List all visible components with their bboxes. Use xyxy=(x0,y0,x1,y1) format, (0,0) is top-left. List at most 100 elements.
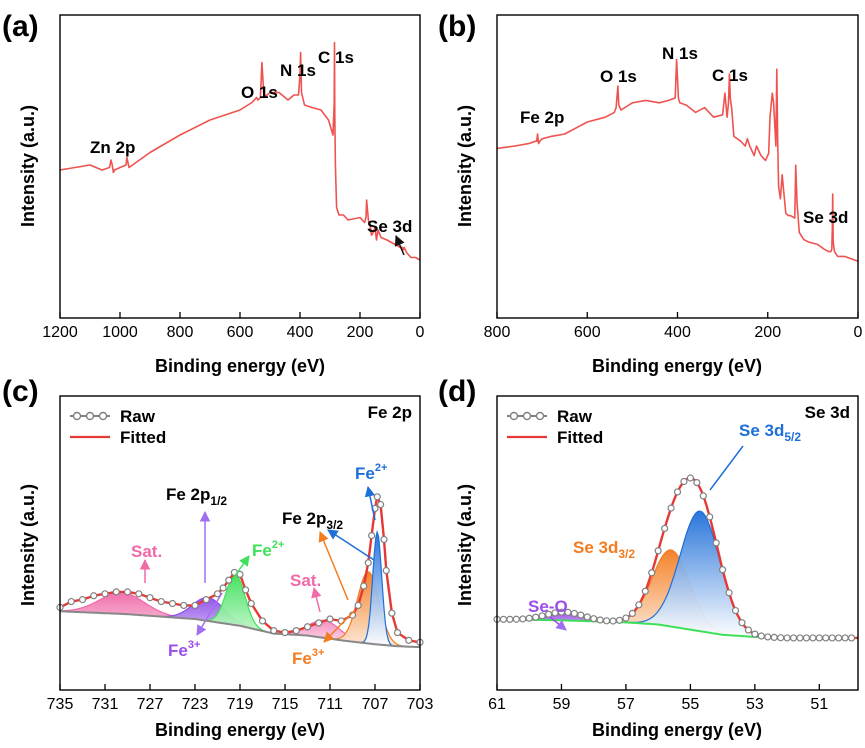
corner-label-fe-2p: Fe 2p xyxy=(368,403,412,422)
raw-data-point-c xyxy=(168,599,177,608)
raw-data-point-d xyxy=(712,539,720,547)
raw-data-point-c xyxy=(213,590,222,598)
x-tick-label-c: 723 xyxy=(182,696,209,713)
x-tick-label-d: 61 xyxy=(488,696,506,713)
raw-data-point-d xyxy=(783,634,791,642)
x-tick-label-a: 1200 xyxy=(42,324,78,341)
legend-raw-marker-d xyxy=(522,411,532,421)
raw-data-point-c xyxy=(123,588,132,596)
raw-data-point-c xyxy=(315,619,323,627)
raw-data-point-d xyxy=(706,513,714,521)
raw-data-point-d xyxy=(544,610,553,618)
raw-data-point-c xyxy=(242,586,250,594)
x-tick-label-b: 600 xyxy=(574,324,601,341)
x-tick-label-a: 800 xyxy=(167,324,194,341)
arrow-sat-right xyxy=(311,586,322,613)
label-fe2plus-right: Fe2+ xyxy=(355,462,387,483)
raw-data-point-d xyxy=(693,478,701,487)
raw-data-point-d xyxy=(570,609,578,618)
raw-data-point-d xyxy=(770,633,778,641)
raw-data-point-d xyxy=(564,608,572,616)
y-axis-label-b: Intensity (a.u.) xyxy=(455,105,475,227)
raw-data-point-c xyxy=(101,590,109,598)
y-axis-label-a: Intensity (a.u.) xyxy=(18,105,38,227)
raw-data-point-c xyxy=(202,596,210,604)
x-tick-label-c: 703 xyxy=(407,696,434,713)
raw-data-point-d xyxy=(764,633,772,641)
label-n-1s-a: N 1s xyxy=(280,61,316,80)
raw-data-point-c xyxy=(303,623,312,631)
x-tick-label-c: 707 xyxy=(362,696,389,713)
label-fe2plus-left: Fe2+ xyxy=(252,539,284,560)
y-axis-label-c: Intensity (a.u.) xyxy=(18,484,38,606)
legend-raw-marker-c xyxy=(98,411,108,421)
raw-data-point-c xyxy=(180,601,188,610)
raw-data-point-d xyxy=(738,619,746,627)
label-se-3d-3-2: Se 3d3/2 xyxy=(573,538,635,561)
plot-frame-b xyxy=(496,14,859,319)
raw-data-point-d xyxy=(796,634,804,642)
x-tick-label-b: 200 xyxy=(754,324,781,341)
x-tick-label-d: 55 xyxy=(681,696,699,713)
label-fe3plus-right: Fe3+ xyxy=(292,647,324,668)
arrow-fe-2p-3-2-blue xyxy=(327,529,375,561)
legend-c: Raw Fitted xyxy=(70,407,166,447)
plot-frame-c xyxy=(59,395,421,691)
spectrum-line-a xyxy=(59,41,421,261)
label-fe-2p-3-2: Fe 2p3/2 xyxy=(282,509,343,532)
x-tick-label-c: 735 xyxy=(47,696,74,713)
raw-data-point-c xyxy=(112,588,120,596)
raw-data-point-c xyxy=(326,615,334,623)
raw-data-point-d xyxy=(648,569,656,577)
arrow-fe2plus-left xyxy=(231,555,250,581)
raw-data-point-d xyxy=(615,616,624,624)
plot-b: 800 600 400 200 0 xyxy=(484,58,863,341)
raw-data-point-d xyxy=(809,634,817,642)
x-tick-label-d: 53 xyxy=(746,696,764,713)
raw-data-point-d xyxy=(731,606,740,615)
legend-d: Raw Fitted xyxy=(507,407,603,447)
leader-se-3d-5-2 xyxy=(709,445,744,491)
raw-data-point-c xyxy=(90,592,98,600)
arrow-fe3plus-right xyxy=(323,609,356,643)
x-tick-label-d: 59 xyxy=(553,696,571,713)
raw-data-point-c xyxy=(247,599,255,608)
raw-data-point-d xyxy=(583,613,591,621)
raw-data-point-c xyxy=(405,636,413,644)
panel-label-b: (b) xyxy=(438,10,476,43)
raw-data-point-d xyxy=(777,634,785,642)
label-sat-left: Sat. xyxy=(131,542,162,561)
x-tick-label-c: 715 xyxy=(272,696,299,713)
legend-raw-marker-c xyxy=(72,411,82,421)
raw-data-point-d xyxy=(622,614,630,622)
raw-data-point-d xyxy=(628,609,636,618)
raw-data-point-d xyxy=(757,632,765,640)
raw-data-point-c xyxy=(67,597,75,606)
raw-data-point-d xyxy=(654,547,662,555)
raw-data-point-d xyxy=(822,634,830,642)
raw-data-point-c xyxy=(219,584,227,592)
x-tick-label-c: 727 xyxy=(137,696,164,713)
raw-data-point-d xyxy=(577,611,585,619)
panel-b: (b) 800 600 400 200 0 Binding energy (eV) In… xyxy=(438,10,863,376)
raw-data-point-c xyxy=(135,590,143,598)
raw-data-point-d xyxy=(667,504,675,512)
x-tick-label-b: 400 xyxy=(664,324,691,341)
label-se-3d-b: Se 3d xyxy=(803,208,848,227)
label-c-1s-a: C 1s xyxy=(318,48,354,67)
raw-data-point-d xyxy=(532,613,540,621)
raw-data-point-c xyxy=(368,531,376,540)
label-fe-2p-1-2: Fe 2p1/2 xyxy=(166,485,227,508)
raw-data-point-d xyxy=(506,615,514,623)
raw-data-point-d xyxy=(719,566,727,574)
label-o-1s-a: O 1s xyxy=(241,83,278,102)
label-sat-right: Sat. xyxy=(290,571,321,590)
x-tick-label-a: 400 xyxy=(287,324,314,341)
background-line-c xyxy=(60,610,420,649)
raw-data-point-d xyxy=(802,634,811,642)
x-tick-label-c: 711 xyxy=(317,696,343,713)
corner-label-se-3d: Se 3d xyxy=(805,403,850,422)
raw-data-point-c xyxy=(377,500,385,509)
raw-data-point-c xyxy=(146,594,154,602)
x-tick-label-b: 0 xyxy=(854,324,863,341)
